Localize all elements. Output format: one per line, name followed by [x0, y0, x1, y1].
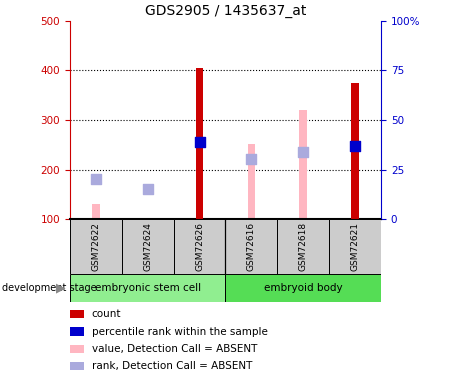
Bar: [277, 219, 329, 274]
Bar: [70, 310, 84, 318]
Bar: [351, 83, 359, 219]
Bar: [70, 362, 84, 370]
Bar: [226, 219, 277, 274]
Point: [92, 176, 99, 181]
Text: ▶: ▶: [56, 281, 65, 294]
Point: [351, 143, 359, 149]
Bar: [122, 219, 174, 274]
Point: [196, 140, 203, 146]
Text: value, Detection Call = ABSENT: value, Detection Call = ABSENT: [92, 344, 257, 354]
Text: count: count: [92, 309, 121, 319]
Bar: [299, 110, 307, 219]
Point: [248, 156, 255, 162]
Bar: [70, 219, 122, 274]
Bar: [92, 204, 100, 219]
Text: GSM72616: GSM72616: [247, 222, 256, 271]
Bar: [226, 274, 381, 302]
Text: development stage: development stage: [2, 283, 97, 293]
Title: GDS2905 / 1435637_at: GDS2905 / 1435637_at: [145, 4, 306, 18]
Bar: [196, 68, 203, 219]
Text: GSM72618: GSM72618: [299, 222, 308, 271]
Bar: [329, 219, 381, 274]
Bar: [174, 219, 226, 274]
Point: [144, 186, 151, 192]
Text: GSM72621: GSM72621: [351, 222, 359, 271]
Text: GSM72624: GSM72624: [143, 222, 152, 271]
Text: percentile rank within the sample: percentile rank within the sample: [92, 327, 267, 337]
Text: rank, Detection Call = ABSENT: rank, Detection Call = ABSENT: [92, 362, 252, 371]
Bar: [70, 345, 84, 353]
Bar: [70, 327, 84, 336]
Point: [299, 149, 307, 155]
Text: embryoid body: embryoid body: [264, 283, 343, 293]
Text: embryonic stem cell: embryonic stem cell: [95, 283, 201, 293]
Bar: [248, 144, 255, 219]
Text: GSM72626: GSM72626: [195, 222, 204, 271]
Text: GSM72622: GSM72622: [92, 222, 100, 271]
Bar: [70, 274, 226, 302]
